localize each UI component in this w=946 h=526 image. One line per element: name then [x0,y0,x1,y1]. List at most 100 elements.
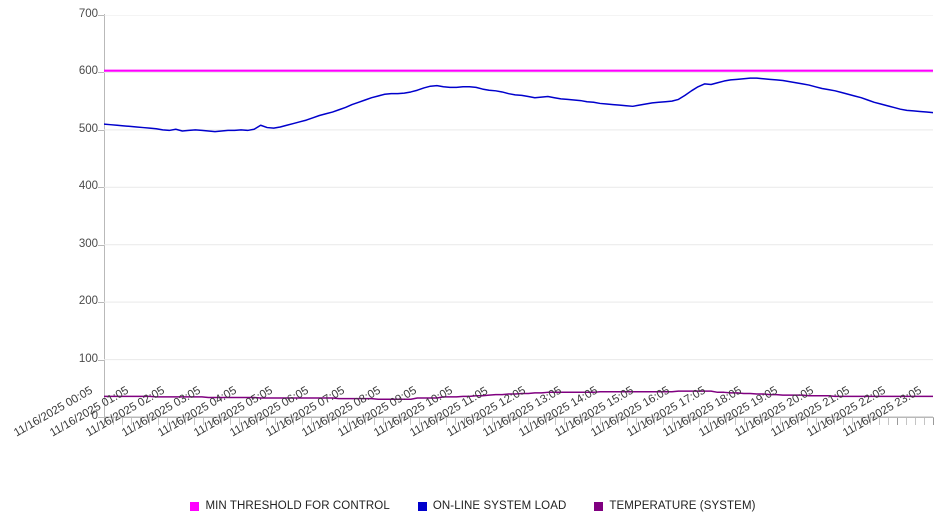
x-axis-tick-mark [131,418,132,425]
x-axis-tick-mark [104,418,105,425]
x-axis-tick-mark [455,418,457,425]
series-line [104,78,933,131]
x-axis-tick-mark [626,418,628,425]
x-axis-tick-mark [924,418,925,425]
x-axis-tick-mark [536,418,538,425]
x-axis-tick-mark [581,418,583,425]
x-axis-tick-mark [392,418,394,425]
x-axis-tick-mark [833,418,835,425]
x-axis-tick-mark [887,418,889,425]
x-axis-tick-mark [707,418,709,425]
legend-color-swatch-icon [594,501,604,511]
x-axis-tick-mark [752,418,754,425]
chart-legend: MIN THRESHOLD FOR CONTROL ON-LINE SYSTEM … [0,496,946,516]
x-axis-tick-mark [563,418,565,425]
legend-color-swatch-icon [417,501,427,511]
x-axis-tick-mark [185,418,187,425]
x-axis-tick-mark [158,418,160,425]
x-axis-tick-mark [320,418,322,425]
plot-area [104,15,933,417]
y-axis-tick-mark [98,417,104,418]
y-axis-tick-label: 500 [78,122,98,135]
x-axis-tick-mark [221,418,223,425]
legend-item-label: MIN THRESHOLD FOR CONTROL [205,500,390,512]
x-axis-tick-mark [662,418,664,425]
x-axis-tick-mark [284,418,286,425]
x-axis-tick-mark [806,418,808,425]
x-axis-tick-mark [734,418,736,425]
x-axis-tick-mark [311,418,313,425]
x-axis-tick-mark [194,418,196,425]
x-axis-tick-mark [149,418,151,425]
y-axis-tick-label: 100 [78,352,98,365]
x-axis-tick-mark [374,418,376,425]
x-axis-tick-mark [869,418,871,425]
x-axis-tick-mark [113,418,114,425]
x-axis-tick-mark [176,418,178,425]
x-axis-tick-mark [428,418,430,425]
y-axis-tick-mark [98,244,104,246]
x-axis-tick-mark [293,418,295,425]
x-axis-tick-mark [725,418,727,425]
x-axis-tick-mark [851,418,853,425]
x-axis-tick-mark [122,418,123,425]
x-axis-tick-mark [491,418,493,425]
x-axis-tick-mark [473,418,475,425]
x-axis-tick-mark [635,418,637,425]
y-axis-tick-labels: 0 100 200 300 400 500 600 700 [48,0,98,432]
y-axis-tick-mark [98,187,104,189]
y-axis-tick-mark [98,72,104,74]
legend-item-label: TEMPERATURE (SYSTEM) [609,500,756,512]
x-axis-tick-mark [653,418,655,425]
x-axis-tick-mark [140,418,141,425]
x-axis-tick-mark [897,418,898,425]
x-axis-tick-mark [933,418,934,425]
x-axis-tick-mark [203,418,205,425]
x-axis-tick-mark [716,418,718,425]
y-axis-tick-label: 200 [78,295,98,308]
x-axis-tick-mark [824,418,826,425]
x-axis-tick-mark [509,418,511,425]
x-axis-tick-mark [842,418,844,425]
x-axis-tick-mark [446,418,448,425]
x-axis-tick-labels: 11/16/2025 00:05 11/16/2025 01:05 11/16/20… [0,385,946,497]
x-axis-tick-mark [419,418,421,425]
x-axis-tick-mark [437,418,439,425]
x-axis-tick-mark [338,418,340,425]
x-axis-tick-mark [545,418,547,425]
x-axis-tick-mark [797,418,799,425]
x-axis-tick-mark [689,418,691,425]
legend-item[interactable]: MIN THRESHOLD FOR CONTROL [190,500,390,512]
legend-item[interactable]: TEMPERATURE (SYSTEM) [594,500,755,512]
x-axis-tick-mark [671,418,673,425]
x-axis-tick-mark [617,418,619,425]
x-axis-tick-mark [680,418,682,425]
x-axis-tick-mark [464,418,466,425]
x-axis-tick-mark [743,418,745,425]
x-axis-tick-mark [356,418,358,425]
y-axis-tick-mark [98,302,104,304]
x-axis-tick-mark [482,418,484,425]
y-axis-tick-mark [98,359,104,361]
x-axis-tick-mark [347,418,349,425]
y-axis-line [104,14,105,418]
x-axis-tick-mark [860,418,862,425]
plot-svg [104,15,933,417]
x-axis-tick-mark [761,418,763,425]
legend-item[interactable]: ON-LINE SYSTEM LOAD [417,500,567,512]
x-axis-tick-mark [878,418,880,425]
legend-item-label: ON-LINE SYSTEM LOAD [432,500,567,512]
x-axis-line [104,417,934,418]
x-axis-tick-mark [599,418,601,425]
x-axis-tick-mark [401,418,403,425]
y-axis-tick-label: 700 [78,8,98,20]
x-axis-tick-mark [590,418,592,425]
x-axis-tick-mark [554,418,556,425]
x-axis-tick-mark [266,418,268,425]
x-axis-tick-mark [518,418,520,425]
x-axis-tick-mark [698,418,700,425]
x-axis-tick-mark [906,418,907,425]
x-axis-tick-mark [383,418,385,425]
x-axis-tick-mark [248,418,250,425]
